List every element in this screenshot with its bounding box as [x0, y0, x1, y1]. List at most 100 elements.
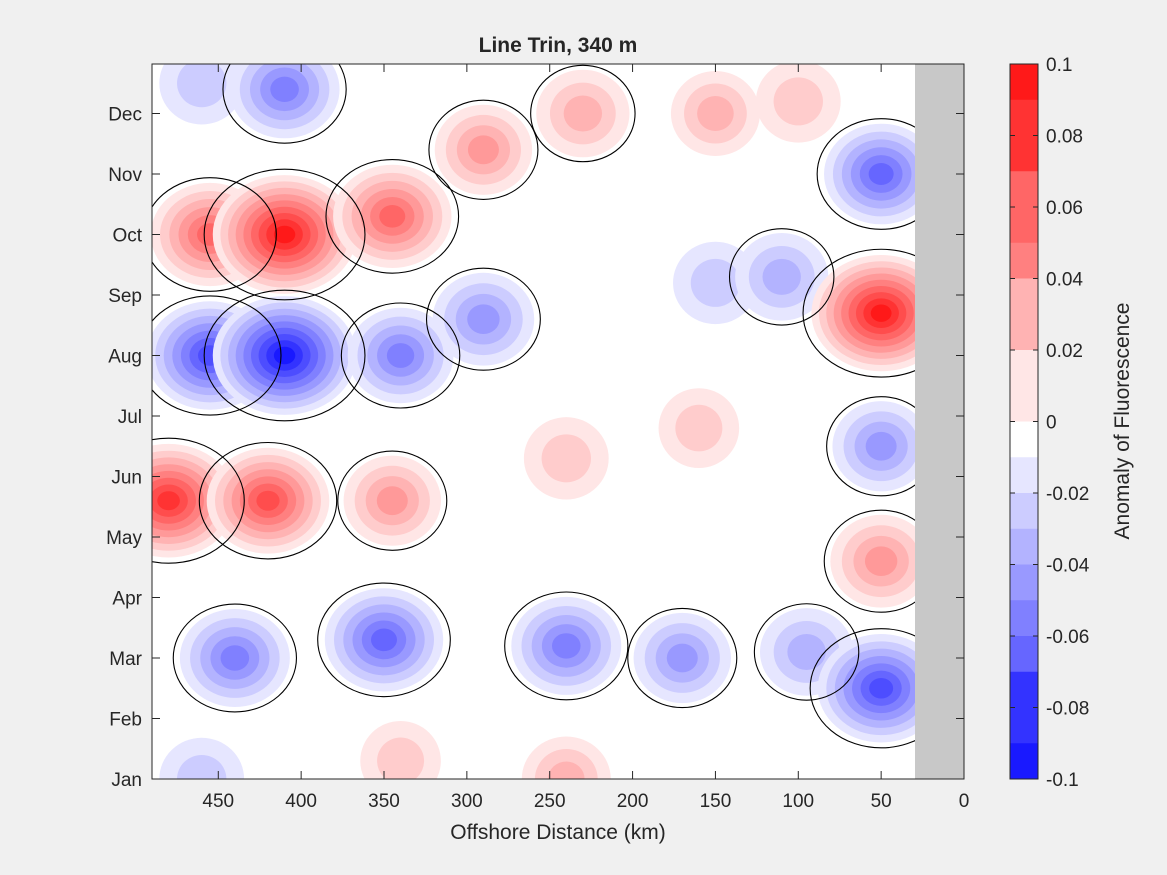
- anomaly-blob-17: [832, 401, 930, 492]
- x-tick-label: 200: [617, 791, 649, 812]
- zero-contour-15: [203, 289, 366, 422]
- colorbar-swatch: [1010, 314, 1038, 351]
- x-tick-label: 0: [959, 791, 970, 812]
- colorbar-tick-label: 0: [1046, 413, 1057, 434]
- anomaly-blob-4: [536, 69, 630, 158]
- colorbar-tick-label: 0.1: [1046, 55, 1072, 76]
- anomaly-level-1-9: [273, 225, 296, 244]
- y-tick-label: Oct: [112, 226, 142, 247]
- y-tick-label: Aug: [108, 347, 142, 368]
- x-tick-label: 400: [285, 791, 317, 812]
- colorbar-swatch: [1010, 278, 1038, 315]
- anomaly-level-28-3: [787, 633, 826, 670]
- colorbar-swatch: [1010, 242, 1038, 279]
- zero-contour-10: [425, 267, 541, 371]
- anomaly-level-27-4: [666, 643, 698, 673]
- colorbar-swatch: [1010, 135, 1038, 172]
- colorbar-tick-label: 0.02: [1046, 341, 1083, 362]
- anomaly-level-21-7: [256, 490, 280, 511]
- x-tick-label: 250: [534, 791, 566, 812]
- anomaly-level-15-9: [273, 346, 296, 365]
- anomaly-level-26-5: [551, 633, 581, 659]
- zero-contour-4: [530, 64, 636, 163]
- anomaly-level-17-4: [865, 431, 897, 461]
- x-tick-label: 300: [451, 791, 483, 812]
- anomaly-blob-26: [511, 596, 622, 695]
- y-tick-label: Jun: [111, 468, 142, 489]
- anomaly-blob-23: [830, 514, 932, 608]
- anomaly-level-11-2: [690, 258, 741, 307]
- y-tick-label: Mar: [109, 649, 142, 670]
- x-tick-label: 50: [871, 791, 892, 812]
- zero-contour-8: [222, 64, 347, 144]
- zero-contour-1: [203, 168, 366, 301]
- zero-contour-26: [504, 591, 629, 701]
- zero-contour-12: [728, 228, 835, 326]
- no-data-region: [915, 64, 964, 779]
- anomaly-level-6-2: [773, 77, 823, 126]
- x-tick-label: 100: [782, 791, 814, 812]
- anomaly-level-3-4: [467, 135, 499, 165]
- anomaly-blob-16: [347, 307, 454, 404]
- anomaly-blob-8: [229, 64, 340, 139]
- y-tick-label: Dec: [108, 105, 142, 126]
- zero-contour-27: [627, 607, 738, 709]
- zero-contour-2: [325, 159, 460, 274]
- x-tick-label: 150: [700, 791, 732, 812]
- y-tick-label: Nov: [108, 165, 142, 186]
- anomaly-level-16-5: [386, 343, 415, 368]
- anomaly-blob-31: [360, 720, 441, 779]
- anomaly-blob-21: [206, 447, 330, 554]
- anomaly-level-23-4: [864, 546, 898, 576]
- colorbar-swatch: [1010, 743, 1038, 780]
- anomaly-level-31-2: [377, 737, 425, 779]
- anomaly-blob-2: [333, 164, 452, 268]
- colorbar-swatch: [1010, 350, 1038, 387]
- anomaly-level-5-3: [697, 96, 734, 131]
- anomaly-blob-24: [179, 609, 290, 707]
- colorbar-swatch: [1010, 528, 1038, 565]
- anomaly-level-19-2: [675, 404, 723, 452]
- colorbar-tick-label: 0.08: [1046, 127, 1083, 148]
- anomaly-field: [152, 64, 951, 779]
- colorbar: 0.1 0.08 0.06 0.04 0.02 0 -0.02 -0.04 -0.06 -0.08…: [1009, 55, 1090, 791]
- y-tick-label: Feb: [109, 710, 142, 731]
- anomaly-blob-3: [434, 104, 533, 195]
- zero-contour-28: [753, 603, 860, 701]
- plot-frame: [151, 63, 965, 780]
- zero-contour-20: [152, 437, 245, 564]
- anomaly-level-29-7: [869, 677, 894, 699]
- anomaly-blob-15: [212, 296, 357, 415]
- anomaly-level-8-5: [270, 76, 299, 103]
- colorbar-swatch: [1010, 457, 1038, 494]
- colorbar-swatch: [1010, 64, 1038, 101]
- anomaly-level-25-6: [371, 628, 397, 652]
- zero-contour-25: [317, 582, 451, 698]
- colorbar-label: Anomaly of Fluorescence: [1111, 303, 1134, 540]
- anomaly-blob-22: [343, 455, 441, 546]
- colorbar-tick-label: -0.02: [1046, 484, 1089, 505]
- anomaly-blob-5: [670, 71, 760, 156]
- colorbar-swatch: [1010, 385, 1038, 422]
- anomaly-blob-20: [152, 443, 237, 558]
- anomaly-level-12-3: [762, 258, 801, 295]
- y-tick-label: Jul: [118, 407, 142, 428]
- anomaly-blob-18: [523, 417, 609, 500]
- colorbar-swatch: [1010, 171, 1038, 208]
- anomaly-blob-6: [755, 64, 841, 143]
- anomaly-level-30-2: [177, 755, 227, 779]
- anomaly-level-20-8: [157, 491, 180, 511]
- zero-contour-22: [337, 450, 448, 551]
- colorbar-swatch: [1010, 421, 1038, 458]
- colorbar-tick-label: -0.06: [1046, 627, 1089, 648]
- anomaly-level-13-9: [870, 304, 892, 322]
- anomaly-blob-32: [521, 736, 611, 779]
- y-tick-label: Jan: [111, 770, 142, 791]
- colorbar-swatch: [1010, 600, 1038, 637]
- y-tick-label: Apr: [112, 589, 142, 610]
- colorbar-swatch: [1010, 707, 1038, 744]
- anomaly-blob-30: [159, 737, 245, 779]
- zero-contour-14: [152, 295, 282, 416]
- colorbar-tick-label: -0.1: [1046, 770, 1079, 791]
- anomaly-level-7-2: [177, 64, 227, 108]
